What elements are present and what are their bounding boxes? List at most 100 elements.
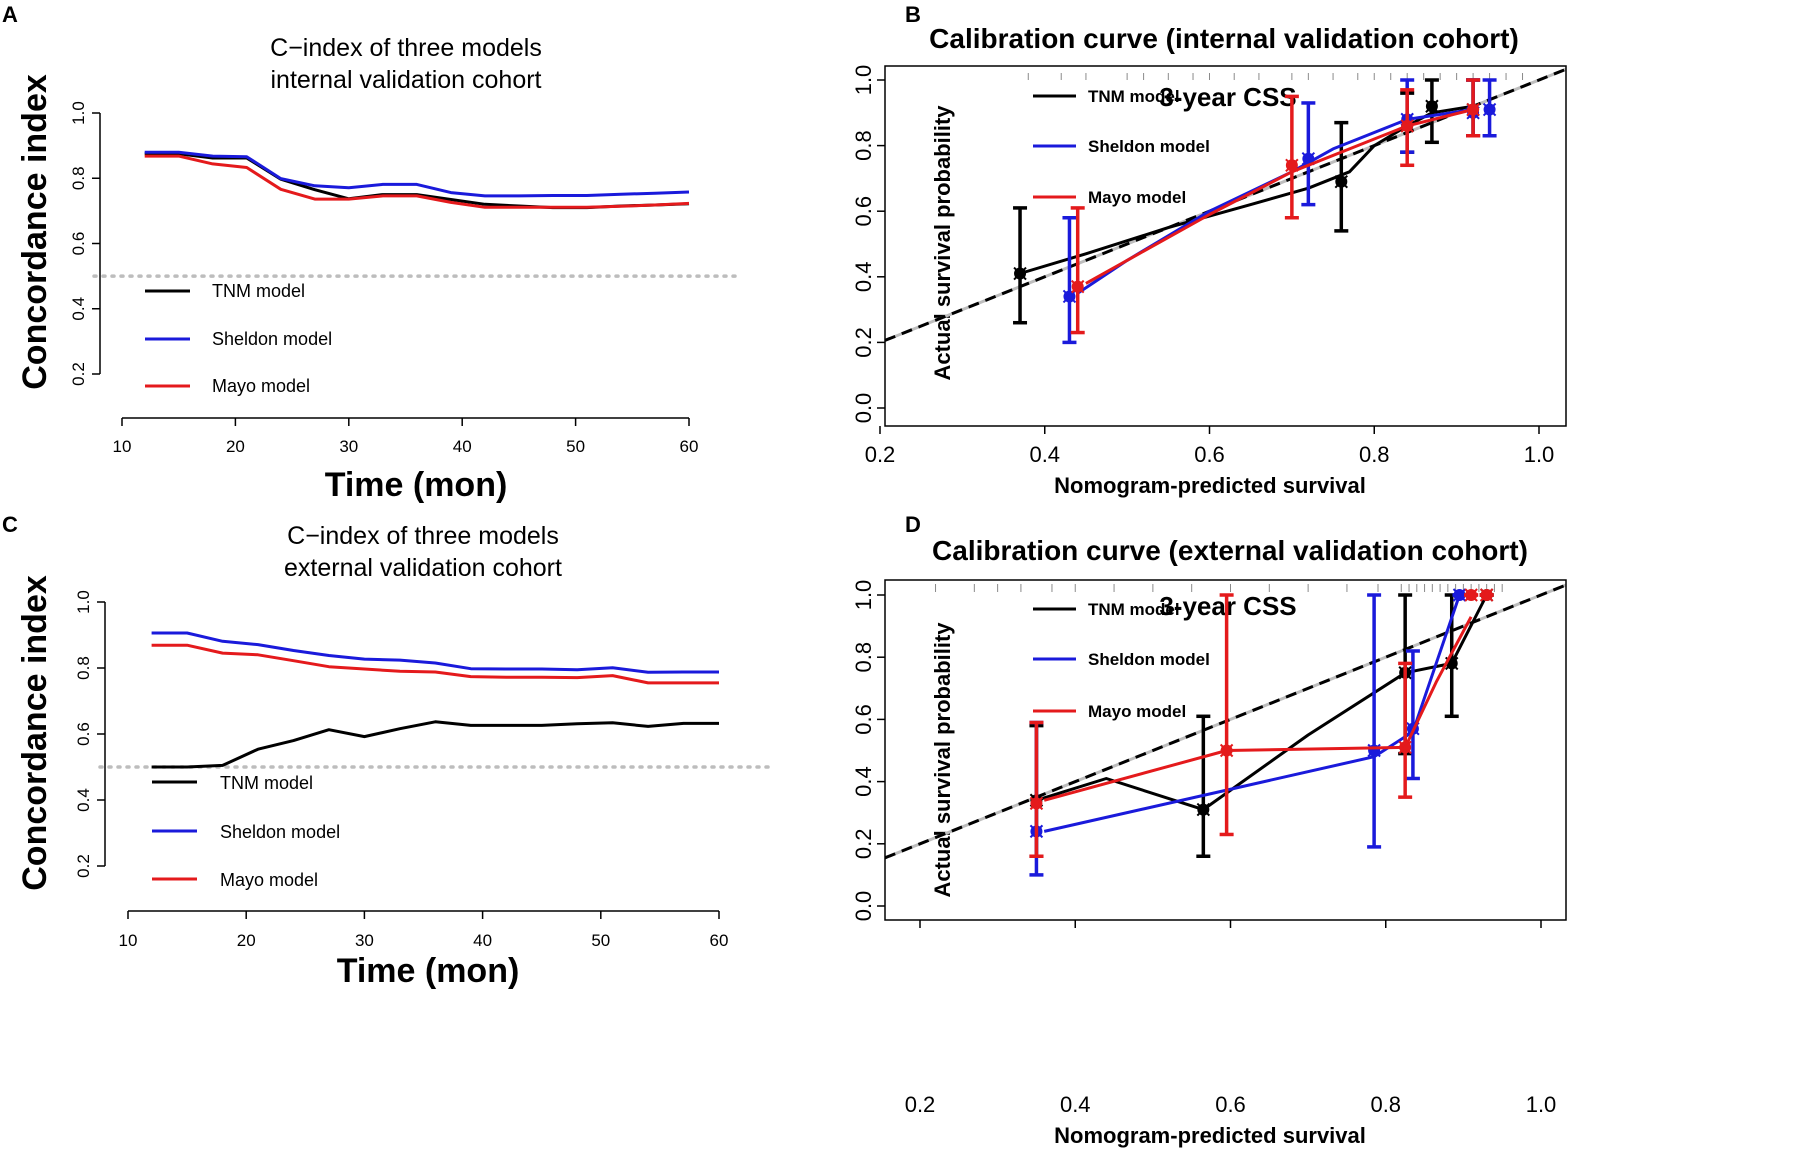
axes: [97, 601, 720, 919]
panel-letter-d: D: [905, 512, 921, 537]
y-tick-label: 0.2: [851, 327, 876, 358]
rug-marks: [1027, 73, 1524, 80]
x-tick-label: 0.6: [1215, 1092, 1246, 1117]
legend: TNM model Sheldon model Mayo model: [1033, 87, 1210, 207]
y-tick-label: 0.6: [69, 232, 88, 256]
point-cross-mayo: [1029, 796, 1044, 811]
y-tick-labels: 0.0 0.2 0.4 0.6 0.8 1.0: [851, 65, 876, 424]
x-tick-label: 30: [355, 931, 374, 950]
y-tick-label: 0.8: [851, 642, 876, 673]
panel-c: C C−index of three models external valid…: [2, 512, 771, 990]
calibration-line-tnm: [1019, 104, 1474, 275]
x-tick-labels: 10 20 30 40 50 60: [119, 931, 729, 950]
y-tick-label: 0.8: [74, 656, 93, 680]
x-tick-label: 50: [591, 931, 610, 950]
point-cross-tnm: [1013, 266, 1027, 281]
chart-title-line1: C−index of three models: [287, 522, 559, 550]
panel-letter-b: B: [905, 2, 921, 27]
x-tick-label: 10: [119, 931, 138, 950]
x-tick-label: 1.0: [1526, 1092, 1557, 1117]
point-cross-tnm: [1425, 99, 1439, 113]
chart-title-line2: external validation cohort: [284, 554, 562, 582]
x-tick-label: 60: [680, 437, 699, 456]
y-tick-label: 0.4: [74, 788, 93, 812]
x-tick-label: 1.0: [1524, 442, 1555, 467]
y-axis-label: Concordance index: [16, 74, 54, 390]
point-cross-sheldon: [1452, 588, 1467, 602]
chart-title: Calibration curve (internal validation c…: [929, 23, 1519, 54]
series-line-tnm: [151, 720, 719, 769]
y-axis-label: Actual survival probability: [930, 105, 955, 381]
point-cross-mayo: [1070, 279, 1085, 294]
y-tick-labels: 0.0 0.2 0.4 0.6 0.8 1.0: [851, 580, 876, 922]
y-tick-label: 0.6: [74, 722, 93, 746]
series-lines: [151, 631, 719, 769]
point-cross-mayo: [1479, 588, 1494, 602]
x-tick-label: 0.4: [1060, 1092, 1091, 1117]
y-axis-label: Concordance index: [16, 575, 54, 891]
axes: [877, 65, 1567, 434]
chart-title-line2: internal validation cohort: [271, 66, 542, 94]
x-tick-label: 60: [710, 931, 729, 950]
y-axis-label: Actual survival probability: [930, 622, 955, 898]
series-line-mayo: [144, 154, 690, 209]
x-tick-label: 10: [113, 437, 132, 456]
legend-label-sheldon: Sheldon model: [1088, 137, 1210, 156]
point-cross-sheldon: [1482, 102, 1497, 117]
plot-frame: [884, 65, 1567, 427]
point-cross-mayo: [1398, 740, 1412, 755]
x-tick-label: 30: [339, 437, 358, 456]
legend-label-tnm: TNM model: [1088, 600, 1180, 619]
legend-label-sheldon: Sheldon model: [212, 329, 332, 349]
y-tick-labels: 0.2 0.4 0.6 0.8 1.0: [69, 101, 88, 386]
legend-label-tnm: TNM model: [1088, 87, 1180, 106]
x-tick-label: 40: [473, 931, 492, 950]
x-axis-label: Nomogram-predicted survival: [1054, 1123, 1366, 1148]
x-tick-labels: 0.2 0.4 0.6 0.8 1.0: [865, 442, 1555, 467]
chart-title: Calibration curve (external validation c…: [932, 535, 1528, 566]
rug-marks: [935, 584, 1503, 592]
x-tick-label: 40: [453, 437, 472, 456]
panel-b: B Calibration curve (internal validation…: [851, 2, 1567, 498]
panel-letter-a: A: [2, 2, 18, 27]
calibration-line-mayo: [1085, 108, 1474, 285]
y-tick-label: 0.4: [69, 297, 88, 321]
legend-label-mayo: Mayo model: [220, 870, 318, 890]
series-line-tnm: [144, 152, 690, 210]
y-tick-label: 0.8: [69, 166, 88, 190]
y-tick-label: 0.6: [851, 704, 876, 735]
y-tick-label: 0.2: [851, 829, 876, 860]
x-tick-label: 0.6: [1194, 442, 1225, 467]
point-cross-tnm: [1196, 802, 1211, 817]
legend-label-sheldon: Sheldon model: [1088, 650, 1210, 669]
y-tick-label: 0.8: [851, 130, 876, 161]
y-tick-label: 0.2: [74, 854, 93, 878]
point-cross-mayo: [1464, 588, 1478, 602]
y-tick-label: 0.0: [851, 393, 876, 424]
x-tick-label: 20: [237, 931, 256, 950]
legend: TNM model Sheldon model Mayo model: [145, 281, 332, 396]
y-tick-label: 1.0: [851, 65, 876, 96]
x-axis-label: Nomogram-predicted survival: [1054, 473, 1366, 498]
point-cross-tnm: [1334, 174, 1349, 189]
series-line-mayo: [151, 643, 719, 685]
legend-label-mayo: Mayo model: [212, 376, 310, 396]
x-tick-label: 0.8: [1370, 1092, 1401, 1117]
x-tick-label: 20: [226, 437, 245, 456]
y-tick-label: 0.4: [851, 262, 876, 293]
legend-label-sheldon: Sheldon model: [220, 822, 340, 842]
y-tick-label: 0.6: [851, 196, 876, 227]
calibration-series: [1029, 588, 1494, 877]
x-axis-label: Time (mon): [337, 952, 520, 990]
y-tick-label: 1.0: [851, 580, 876, 611]
x-tick-labels: 10 20 30 40 50 60: [113, 437, 699, 456]
chart-subtitle: 3-year CSS: [1159, 82, 1296, 112]
panel-d: D Calibration curve (external validation…: [851, 512, 1567, 1148]
point-cross-mayo: [1285, 158, 1299, 172]
series-line-sheldon: [144, 150, 690, 198]
series-line-sheldon: [151, 631, 719, 674]
calibration-series: [1013, 78, 1497, 345]
y-tick-label: 0.4: [851, 766, 876, 797]
point-cross-mayo: [1466, 102, 1480, 117]
